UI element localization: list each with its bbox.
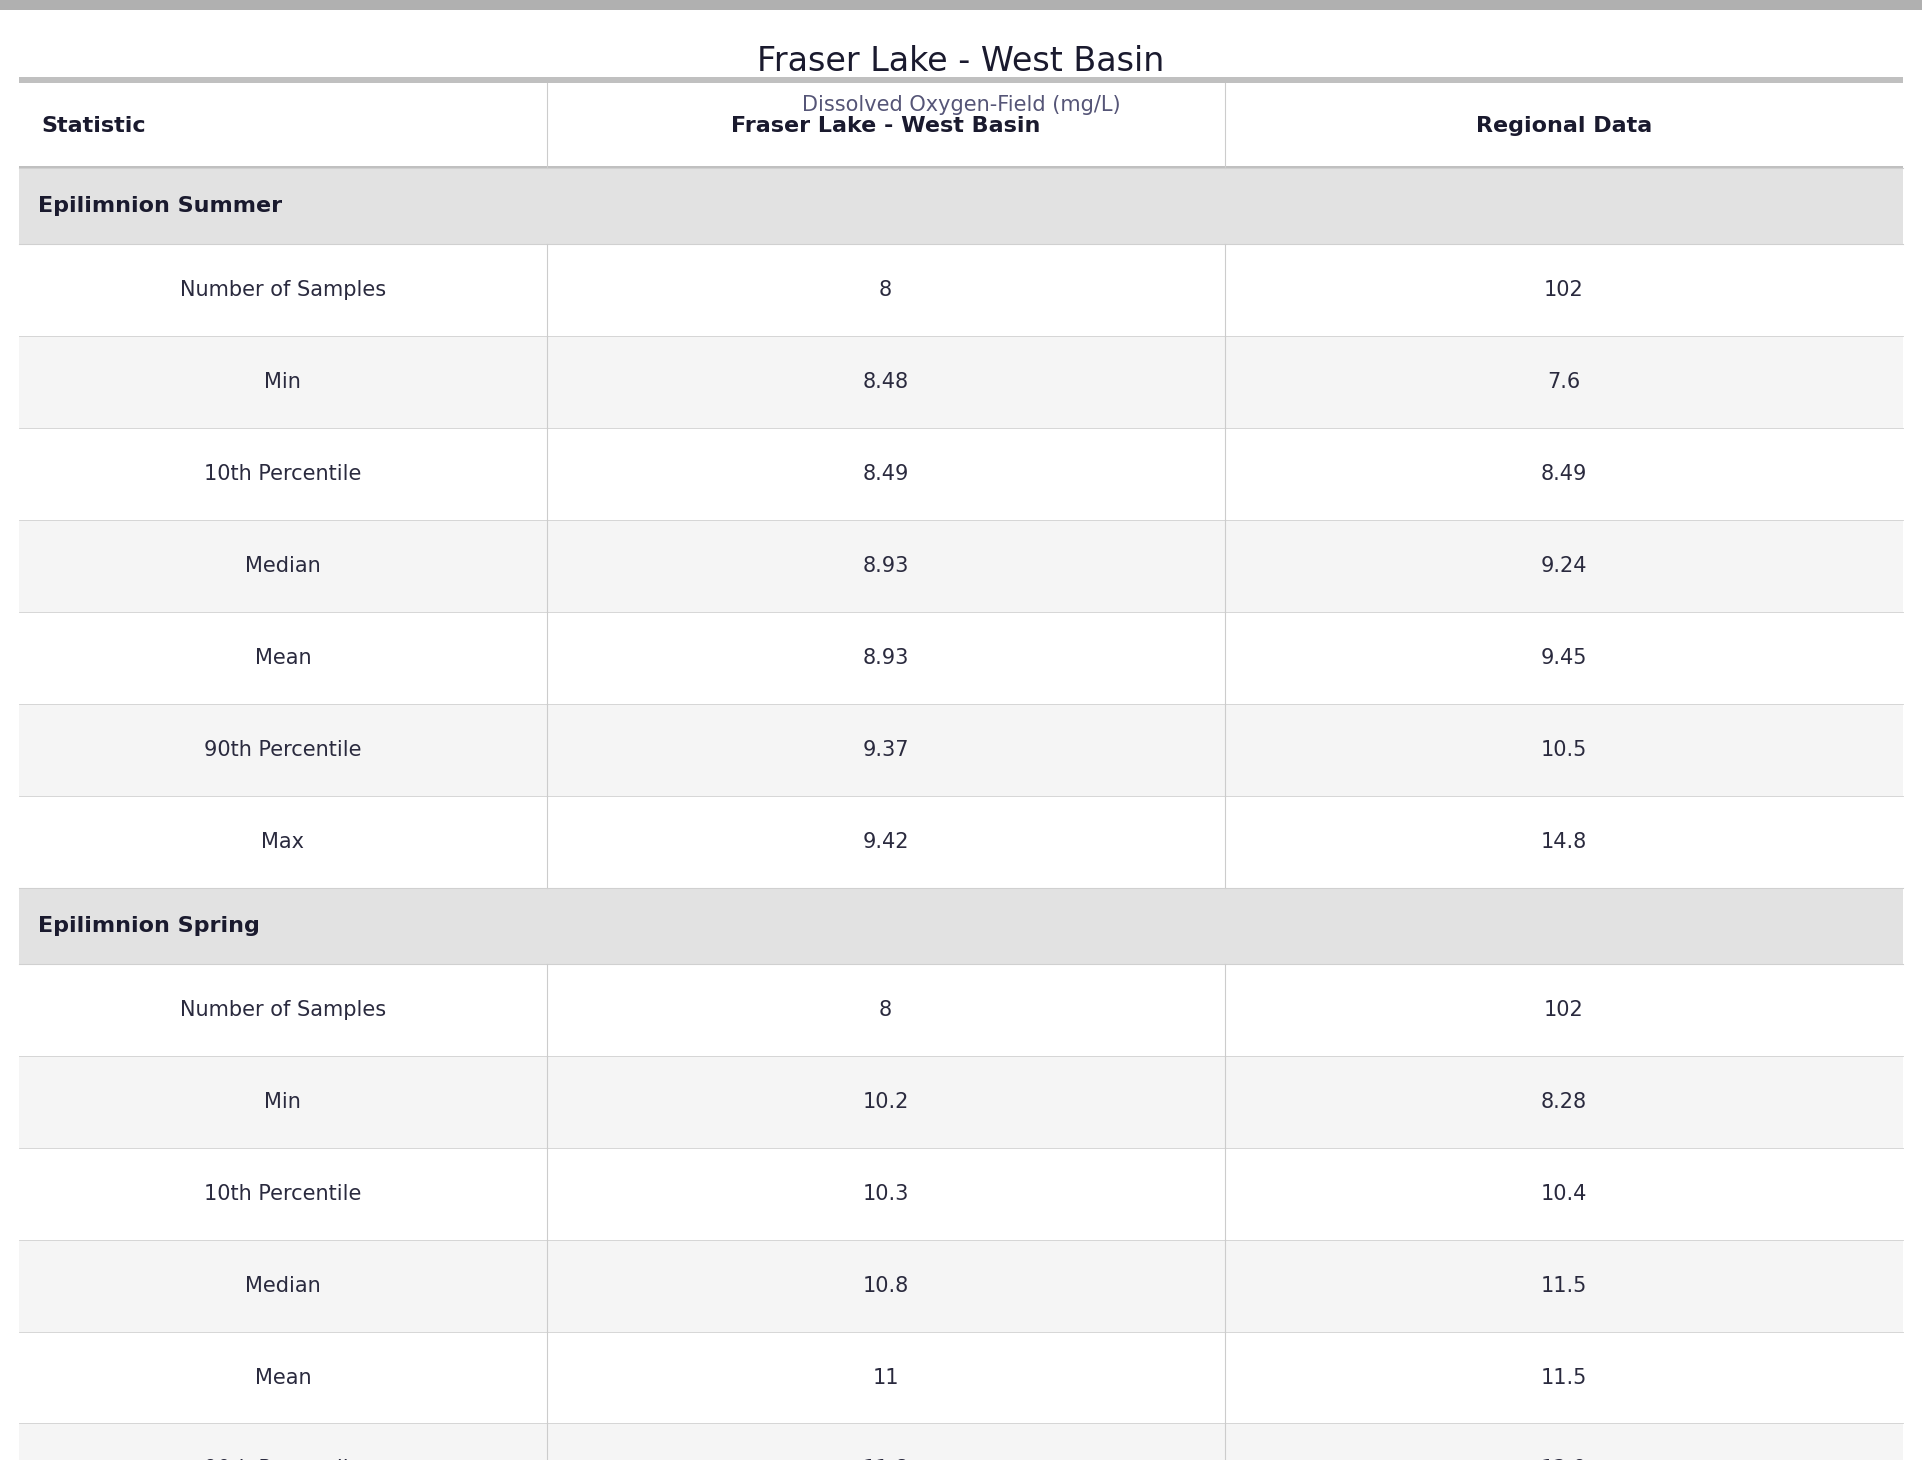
Text: Min: Min — [265, 372, 302, 391]
Text: Fraser Lake - West Basin: Fraser Lake - West Basin — [757, 45, 1165, 77]
Text: 102: 102 — [1543, 280, 1584, 299]
Text: Mean: Mean — [254, 1368, 311, 1387]
Bar — [19, 704, 1903, 796]
Text: 8.49: 8.49 — [863, 464, 909, 483]
Bar — [19, 520, 1903, 612]
Text: Number of Samples: Number of Samples — [181, 1000, 386, 1019]
Text: Mean: Mean — [254, 648, 311, 667]
Bar — [19, 336, 1903, 428]
Bar — [19, 1056, 1903, 1148]
Text: Epilimnion Summer: Epilimnion Summer — [38, 196, 283, 216]
Text: Epilimnion Spring: Epilimnion Spring — [38, 915, 259, 936]
Text: Statistic: Statistic — [42, 115, 146, 136]
Bar — [19, 612, 1903, 704]
Text: 8: 8 — [878, 1000, 892, 1019]
Text: Median: Median — [244, 556, 321, 575]
Text: Dissolved Oxygen-Field (mg/L): Dissolved Oxygen-Field (mg/L) — [801, 95, 1121, 115]
Text: 90th Percentile: 90th Percentile — [204, 740, 361, 759]
Bar — [19, 1240, 1903, 1332]
Text: 11: 11 — [873, 1368, 899, 1387]
Text: 10th Percentile: 10th Percentile — [204, 1184, 361, 1203]
Text: 8.93: 8.93 — [863, 648, 909, 667]
Text: 10.2: 10.2 — [863, 1092, 909, 1111]
Text: 7.6: 7.6 — [1547, 372, 1580, 391]
Bar — [19, 888, 1903, 964]
Bar — [19, 83, 1903, 168]
Text: 9.45: 9.45 — [1541, 648, 1588, 667]
Text: 9.24: 9.24 — [1541, 556, 1588, 575]
Bar — [19, 168, 1903, 244]
Text: Min: Min — [265, 1092, 302, 1111]
Text: 11.5: 11.5 — [1541, 1368, 1588, 1387]
Text: Number of Samples: Number of Samples — [181, 280, 386, 299]
Text: 11.5: 11.5 — [1541, 1276, 1588, 1295]
Bar — [19, 428, 1903, 520]
Bar — [19, 166, 1903, 172]
Bar — [19, 1148, 1903, 1240]
Text: 14.8: 14.8 — [1541, 832, 1588, 851]
Text: 10th Percentile: 10th Percentile — [204, 464, 361, 483]
Text: 10.4: 10.4 — [1541, 1184, 1588, 1203]
Text: 9.37: 9.37 — [863, 740, 909, 759]
Text: Median: Median — [244, 1276, 321, 1295]
Text: 10.3: 10.3 — [863, 1184, 909, 1203]
Text: 9.42: 9.42 — [863, 832, 909, 851]
Bar — [19, 77, 1903, 83]
Text: 8.49: 8.49 — [1541, 464, 1588, 483]
Text: 8: 8 — [878, 280, 892, 299]
Text: 10.8: 10.8 — [863, 1276, 909, 1295]
Text: 8.93: 8.93 — [863, 556, 909, 575]
Bar — [19, 964, 1903, 1056]
Text: Max: Max — [261, 832, 304, 851]
Text: 8.28: 8.28 — [1541, 1092, 1588, 1111]
Bar — [19, 796, 1903, 888]
Text: Regional Data: Regional Data — [1476, 115, 1651, 136]
Text: 8.48: 8.48 — [863, 372, 909, 391]
Text: 10.5: 10.5 — [1541, 740, 1588, 759]
Bar — [19, 1332, 1903, 1424]
Bar — [19, 244, 1903, 336]
Bar — [0, 0, 1922, 10]
Bar — [19, 1424, 1903, 1460]
Text: Fraser Lake - West Basin: Fraser Lake - West Basin — [730, 115, 1040, 136]
Text: 102: 102 — [1543, 1000, 1584, 1019]
